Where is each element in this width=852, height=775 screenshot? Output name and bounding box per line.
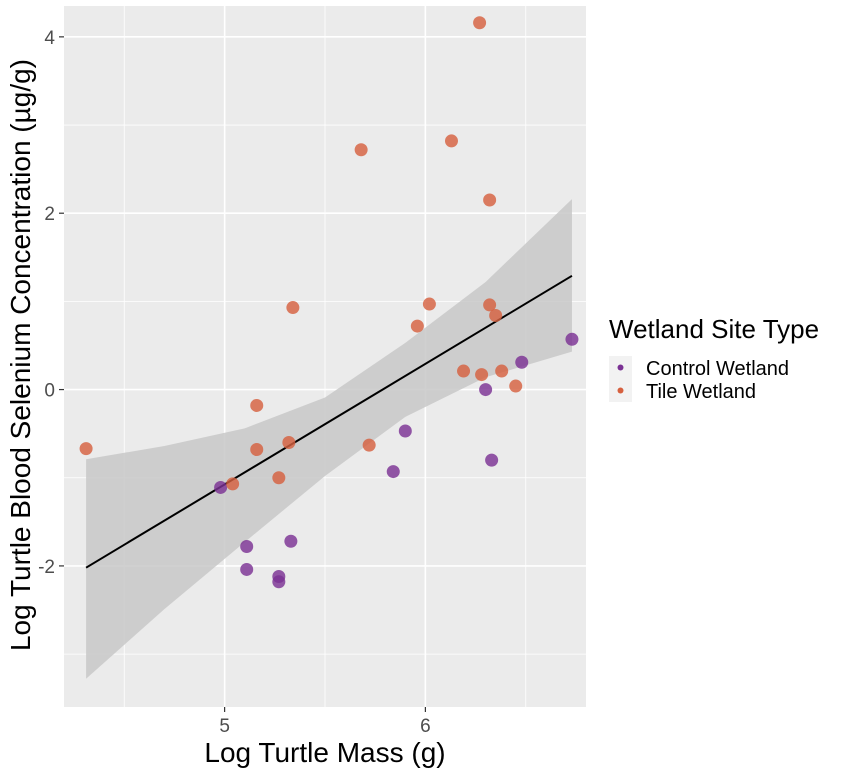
data-point-tile — [250, 443, 263, 456]
legend-key-control — [618, 365, 624, 371]
data-point-control — [565, 333, 578, 346]
data-point-tile — [250, 399, 263, 412]
data-point-tile — [272, 471, 285, 484]
data-point-tile — [423, 298, 436, 311]
data-point-tile — [457, 365, 470, 378]
data-point-tile — [355, 143, 368, 156]
data-point-tile — [445, 134, 458, 147]
data-point-control — [515, 356, 528, 369]
data-point-control — [399, 425, 412, 438]
legend-label-control: Control Wetland — [646, 358, 789, 380]
data-point-control — [284, 535, 297, 548]
data-point-tile — [80, 442, 93, 455]
data-point-tile — [509, 380, 522, 393]
data-point-tile — [286, 301, 299, 314]
legend-key-tile — [618, 388, 624, 394]
data-point-control — [479, 383, 492, 396]
data-point-control — [272, 575, 285, 588]
data-point-control — [387, 465, 400, 478]
y-axis-title: Log Turtle Blood Selenium Concentration … — [5, 59, 36, 651]
data-point-tile — [363, 439, 376, 452]
data-point-tile — [282, 436, 295, 449]
legend-label-tile: Tile Wetland — [646, 381, 756, 403]
data-point-control — [240, 540, 253, 553]
y-tick-label: -2 — [38, 557, 55, 578]
data-point-tile — [473, 16, 486, 29]
data-point-tile — [475, 368, 488, 381]
y-tick-label: 2 — [44, 204, 55, 225]
data-point-tile — [411, 320, 424, 333]
y-tick-label: 4 — [44, 28, 55, 49]
x-tick-label: 6 — [420, 716, 431, 737]
data-point-tile — [495, 365, 508, 378]
data-point-tile — [226, 477, 239, 490]
data-point-tile — [489, 309, 502, 322]
data-point-control — [485, 454, 498, 467]
y-tick-label: 0 — [44, 381, 55, 402]
data-point-control — [214, 481, 227, 494]
legend-title: Wetland Site Type — [609, 314, 819, 344]
x-tick-label: 5 — [219, 716, 230, 737]
data-point-tile — [483, 193, 496, 206]
data-point-control — [240, 563, 253, 576]
x-axis-title: Log Turtle Mass (g) — [204, 737, 445, 768]
